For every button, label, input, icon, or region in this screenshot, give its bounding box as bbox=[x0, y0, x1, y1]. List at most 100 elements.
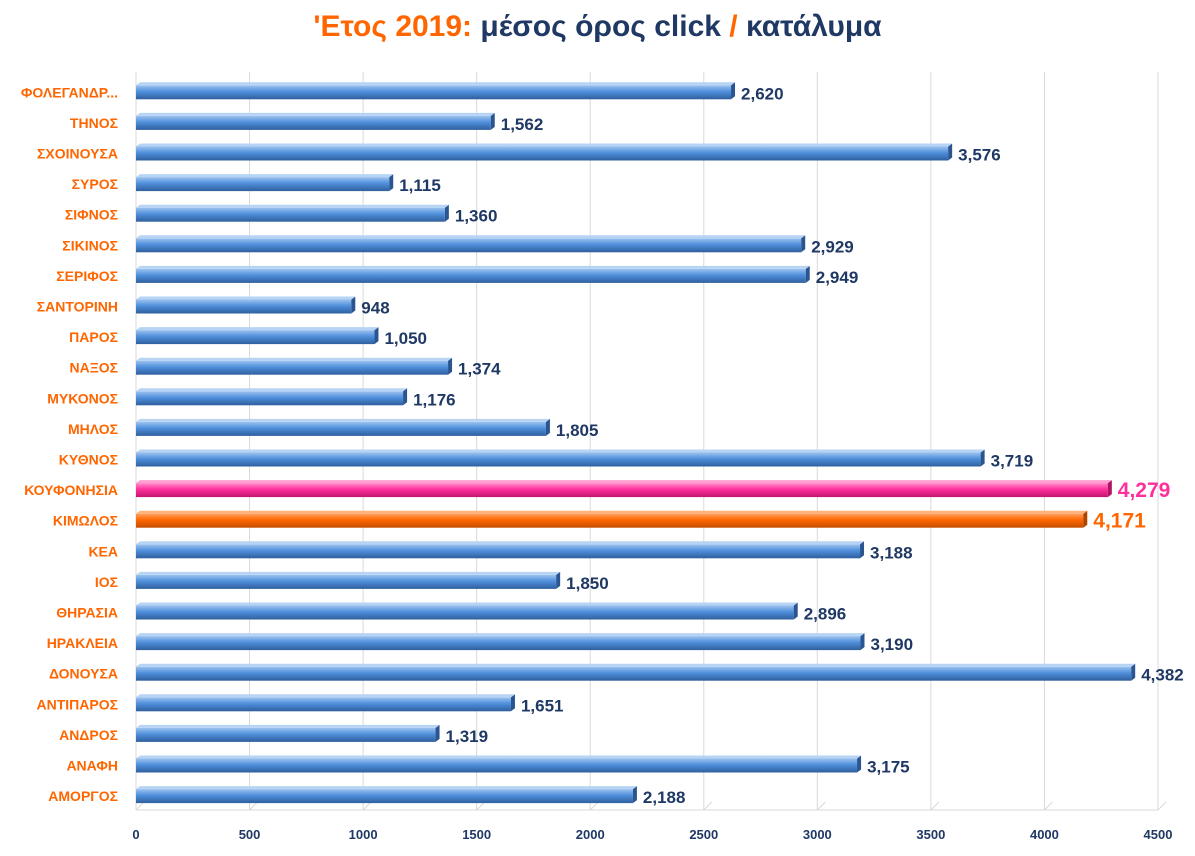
bar bbox=[136, 636, 861, 651]
value-label: 1,050 bbox=[384, 329, 427, 348]
category-label: ΑΝΑΦΗ bbox=[66, 758, 118, 774]
category-label: ΝΑΞΟΣ bbox=[69, 360, 118, 376]
bar-end-cap bbox=[435, 724, 440, 742]
bar bbox=[136, 177, 390, 192]
value-label: 1,319 bbox=[446, 727, 489, 746]
bar-end-cap bbox=[1131, 663, 1136, 681]
value-label: 4,279 bbox=[1118, 479, 1171, 502]
value-label: 2,188 bbox=[643, 788, 686, 807]
bar-end-cap bbox=[632, 786, 637, 804]
bar bbox=[136, 85, 732, 100]
bar-top-bevel bbox=[136, 82, 736, 86]
bar-top-bevel bbox=[136, 786, 637, 790]
bar-top-bevel bbox=[136, 510, 1088, 514]
bar-top-bevel bbox=[136, 143, 953, 147]
category-label: ΑΜΟΡΓΟΣ bbox=[48, 788, 118, 804]
bar-top-bevel bbox=[136, 418, 550, 422]
bar-end-cap bbox=[389, 174, 394, 192]
bar-end-cap bbox=[444, 204, 449, 222]
x-tick-label: 3000 bbox=[803, 827, 832, 842]
bar-top-bevel bbox=[136, 204, 449, 208]
x-tick-label: 2000 bbox=[576, 827, 605, 842]
bar-end-cap bbox=[801, 235, 806, 253]
bar-top-bevel bbox=[136, 327, 379, 331]
bar-top-bevel bbox=[136, 265, 810, 269]
bar-end-cap bbox=[351, 296, 356, 314]
bar bbox=[136, 421, 546, 436]
value-label: 2,929 bbox=[811, 237, 854, 256]
bar-top-bevel bbox=[136, 633, 865, 637]
value-label: 3,719 bbox=[991, 452, 1034, 471]
bar-top-bevel bbox=[136, 755, 862, 759]
value-label: 1,374 bbox=[458, 360, 501, 379]
bar-end-cap bbox=[448, 357, 453, 375]
title-metric: μέσος όρος click bbox=[480, 10, 721, 43]
bar-top-bevel bbox=[136, 541, 865, 545]
bar bbox=[136, 452, 981, 467]
x-tick-label: 500 bbox=[239, 827, 261, 842]
title-year: 'Ετος 2019: bbox=[313, 10, 473, 43]
category-label: ΦΟΛΕΓΑΝΔΡ... bbox=[21, 84, 118, 100]
bar bbox=[136, 666, 1132, 681]
value-label: 2,949 bbox=[816, 268, 859, 287]
value-label: 1,850 bbox=[566, 574, 609, 593]
bar-top-bevel bbox=[136, 235, 806, 239]
value-label: 2,896 bbox=[804, 605, 847, 624]
gridline-floor bbox=[703, 801, 713, 811]
bar-top-bevel bbox=[136, 449, 985, 453]
x-tick-label: 2500 bbox=[689, 827, 718, 842]
category-label: ΜΗΛΟΣ bbox=[68, 421, 118, 437]
bar-end-cap bbox=[980, 449, 985, 467]
category-label: ΑΝΔΡΟΣ bbox=[59, 727, 118, 743]
x-tick-label: 0 bbox=[132, 827, 139, 842]
bar bbox=[136, 483, 1108, 498]
category-label: ΣΧΟΙΝΟΥΣΑ bbox=[37, 146, 118, 162]
bar bbox=[136, 758, 858, 773]
bar-end-cap bbox=[860, 633, 865, 651]
gridline-floor bbox=[476, 801, 486, 811]
bar bbox=[136, 544, 861, 559]
category-label: ΣΙΦΝΟΣ bbox=[65, 207, 118, 223]
value-label: 3,188 bbox=[870, 543, 913, 562]
gridline-floor bbox=[1044, 801, 1053, 811]
bar-top-bevel bbox=[136, 602, 798, 606]
value-label: 4,171 bbox=[1093, 510, 1146, 533]
bar bbox=[136, 727, 436, 742]
bar-end-cap bbox=[1083, 510, 1088, 528]
bar-top-bevel bbox=[136, 571, 561, 575]
bar-end-cap bbox=[510, 694, 515, 712]
grid-layer bbox=[135, 72, 1167, 811]
value-label: 1,562 bbox=[501, 115, 544, 134]
bar-top-bevel bbox=[136, 357, 453, 361]
category-label: ΑΝΤΙΠΑΡΟΣ bbox=[36, 696, 118, 712]
category-label: ΔΟΝΟΥΣΑ bbox=[49, 666, 118, 682]
bar-top-bevel bbox=[136, 663, 1136, 667]
bar bbox=[136, 299, 352, 314]
bar bbox=[136, 146, 949, 161]
category-label: ΠΑΡΟΣ bbox=[69, 329, 118, 345]
bar-end-cap bbox=[793, 602, 798, 620]
gridline-floor bbox=[816, 801, 826, 811]
bar-top-bevel bbox=[136, 112, 495, 116]
category-label: ΣΙΚΙΝΟΣ bbox=[62, 237, 118, 253]
category-label: ΣΥΡΟΣ bbox=[72, 176, 118, 192]
bar bbox=[136, 330, 375, 345]
value-label: 3,175 bbox=[867, 758, 910, 777]
x-tick-label: 4000 bbox=[1030, 827, 1059, 842]
bar bbox=[136, 360, 449, 375]
gridline-floor bbox=[589, 801, 599, 811]
x-tick-label: 4500 bbox=[1144, 827, 1173, 842]
bar-top-bevel bbox=[136, 480, 1112, 484]
bar-end-cap bbox=[948, 143, 953, 161]
value-label: 3,576 bbox=[958, 146, 1001, 165]
value-label: 1,176 bbox=[413, 390, 456, 409]
category-label: ΣΕΡΙΦΟΣ bbox=[56, 268, 118, 284]
bar-end-cap bbox=[545, 418, 550, 436]
bar-end-cap bbox=[805, 265, 810, 283]
bar-end-cap bbox=[1107, 480, 1112, 498]
bar-top-bevel bbox=[136, 296, 356, 300]
gridline-floor bbox=[362, 801, 372, 811]
category-label: ΚΥΘΝΟΣ bbox=[59, 452, 118, 468]
